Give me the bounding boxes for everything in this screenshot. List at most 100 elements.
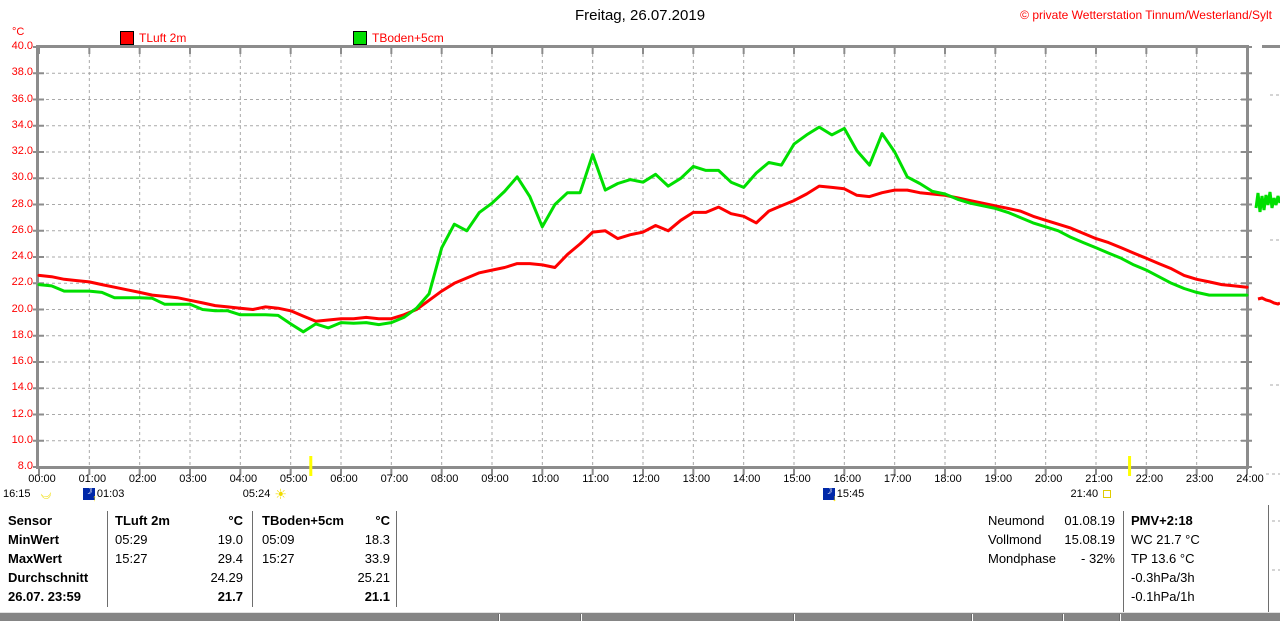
x-tick-label: 12:00 [632, 473, 660, 485]
arrow-glyph: ↑ [92, 493, 97, 503]
x-tick-label: 08:00 [430, 473, 459, 485]
moon-prev-icon: ☾ [37, 487, 55, 502]
table-separator [107, 511, 108, 607]
crescent-glyph: ☽ [83, 486, 93, 497]
moonrise-icon: ☽ ↑ [82, 486, 97, 503]
crescent-glyph: ☽ [823, 486, 833, 497]
tboden-min-value: 18.3 [364, 532, 390, 547]
x-tick-label: 15:00 [783, 473, 811, 485]
y-tick-label: 36.0 [11, 92, 33, 105]
tluft-legend-swatch-icon [120, 31, 134, 45]
table-row-label-sensor: Sensor [8, 513, 53, 528]
table-separator [396, 511, 397, 607]
axis-marker-16:15: 16:15 ☾ [3, 487, 55, 502]
neumond-value: 01.08.19 [1064, 513, 1115, 528]
x-tick-label: 09:00 [481, 473, 509, 485]
y-tick-label: 10.0 [11, 433, 33, 446]
y-tick-label: 28.0 [11, 197, 33, 210]
legend-label-tluft: TLuft 2m [139, 31, 187, 45]
tluft-max-value: 29.4 [217, 551, 243, 566]
dewpoint-value: TP 13.6 °C [1131, 551, 1195, 566]
x-tick-label: 17:00 [883, 473, 912, 485]
x-tick-label: 01:00 [78, 473, 107, 485]
moonset-icon: ☽ ↓ [822, 486, 837, 503]
x-tick-label: 02:00 [128, 473, 157, 485]
tluft-min-value: 19.0 [217, 532, 243, 547]
y-tick-label: 8.0 [17, 460, 33, 472]
x-tick-label: 24:00 [1236, 473, 1264, 485]
arrow-glyph: ↓ [832, 493, 837, 503]
tboden-unit: °C [375, 513, 390, 528]
chart-plot-area[interactable] [39, 47, 1247, 467]
bar-divider [1119, 614, 1121, 621]
pressure-trend-1h: -0.1hPa/1h [1131, 589, 1195, 604]
bar-divider [1062, 614, 1064, 621]
y-tick-label: 20.0 [11, 302, 33, 315]
x-tick-label: 19:00 [984, 473, 1013, 485]
table-row-label-date: 26.07. 23:59 [8, 589, 82, 604]
marker-time-label: 01:03 [96, 488, 125, 500]
tboden-column-header: TBoden+5cm [262, 513, 344, 528]
legend-item-tboden: TBoden+5cm [353, 31, 444, 45]
x-tick-label: 00:00 [28, 473, 56, 485]
vollmond-label: Vollmond [988, 532, 1042, 547]
x-tick-label: 05:00 [279, 473, 308, 485]
y-axis-unit-label: °C [12, 26, 25, 38]
pmv-value: PMV+2:18 [1131, 513, 1193, 528]
y-tick-label: 32.0 [11, 145, 33, 157]
next-chart-green-fragment [1254, 191, 1280, 213]
marker-time-label: 21:40 [1070, 488, 1099, 500]
legend-label-tboden: TBoden+5cm [372, 31, 444, 45]
legend-item-tluft: TLuft 2m [120, 31, 186, 45]
axis-marker-21:40: 21:40 [1071, 487, 1112, 501]
table-row-label-maxwert: MaxWert [8, 551, 62, 566]
x-tick-label: 23:00 [1185, 473, 1214, 485]
y-tick-label: 40.0 [11, 40, 33, 52]
tluft-min-time: 05:29 [115, 532, 148, 547]
pressure-trend-3h: -0.3hPa/3h [1131, 570, 1195, 585]
tboden-last-value: 21.1 [364, 589, 390, 604]
y-tick-label: 30.0 [11, 171, 33, 184]
y-tick-label: 18.0 [11, 328, 33, 341]
axis-marker-05:24: 05:24 ☀ [243, 487, 287, 501]
table-row-label-durchschnitt: Durchschnitt [8, 570, 89, 585]
tboden-legend-swatch-icon [353, 31, 367, 45]
tluft-max-time: 15:27 [115, 551, 148, 566]
tluft-last-value: 21.7 [217, 589, 243, 604]
x-tick-label: 16:00 [833, 473, 862, 485]
y-tick-label: 16.0 [11, 355, 33, 367]
tboden-min-time: 05:09 [262, 532, 295, 547]
neumond-label: Neumond [988, 513, 1045, 528]
x-tick-label: 06:00 [330, 473, 358, 485]
bar-divider [498, 614, 500, 621]
tluft-unit: °C [228, 513, 243, 528]
table-separator [252, 511, 253, 607]
tboden-average: 25.21 [357, 570, 390, 585]
windchill-value: WC 21.7 °C [1131, 532, 1200, 547]
x-tick-label: 10:00 [531, 473, 560, 485]
mondphase-label: Mondphase [988, 551, 1056, 566]
copyright-text: © private Wetterstation Tinnum/Westerlan… [1020, 8, 1272, 22]
y-tick-label: 24.0 [11, 250, 33, 262]
bar-divider [580, 614, 582, 621]
y-tick-label: 22.0 [11, 276, 33, 289]
y-tick-label: 12.0 [11, 407, 33, 420]
x-tick-label: 11:00 [582, 473, 610, 485]
page-title: Freitag, 26.07.2019 [574, 7, 706, 24]
info-separator [1123, 511, 1124, 612]
x-tick-label: 14:00 [732, 473, 761, 485]
tluft-average: 24.29 [210, 570, 243, 585]
y-tick-label: 14.0 [11, 381, 33, 394]
sunrise-icon: ☀ [274, 486, 287, 502]
marker-time-label: 16:15 [3, 488, 31, 500]
x-tick-label: 07:00 [380, 473, 409, 485]
tboden-max-time: 15:27 [262, 551, 295, 566]
mondphase-value: - 32% [1081, 551, 1115, 566]
bottom-window-bar[interactable] [0, 612, 1280, 621]
x-tick-label: 22:00 [1135, 473, 1164, 485]
x-tick-label: 18:00 [934, 473, 962, 485]
tboden-max-value: 33.9 [364, 551, 390, 566]
x-tick-label: 20:00 [1034, 473, 1063, 485]
bar-divider [971, 614, 973, 621]
